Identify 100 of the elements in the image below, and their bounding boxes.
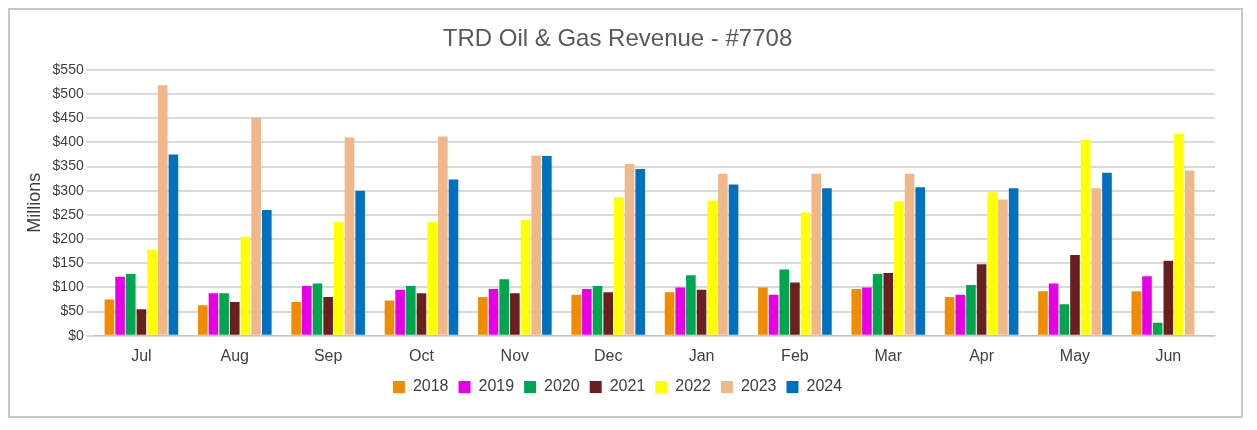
bar <box>1102 172 1112 335</box>
x-tick-label: Mar <box>874 346 903 364</box>
y-tick-label: $100 <box>52 278 84 295</box>
bar <box>416 293 427 335</box>
bar <box>147 249 157 335</box>
bar <box>1152 322 1163 335</box>
bar <box>779 269 790 335</box>
y-tick-label: $550 <box>52 60 84 77</box>
bar <box>894 201 904 335</box>
bar <box>427 222 437 335</box>
bar <box>261 210 272 335</box>
x-tick-label: May <box>1059 346 1091 364</box>
bar <box>355 190 365 335</box>
bar <box>488 288 499 335</box>
bar <box>718 173 728 335</box>
bar <box>944 297 955 335</box>
bar <box>603 292 613 335</box>
bar <box>104 299 115 335</box>
y-axis-title: Millions <box>23 172 44 233</box>
x-tick-label: Aug <box>220 346 250 364</box>
bar <box>197 305 208 335</box>
y-tick-label: $0 <box>68 326 84 343</box>
bar <box>686 275 696 335</box>
bar <box>208 293 219 335</box>
legend-label: 2019 <box>478 377 515 395</box>
bar <box>1070 255 1080 335</box>
x-tick-label: Nov <box>500 346 530 364</box>
bar <box>136 309 147 335</box>
legend-label: 2020 <box>544 377 580 395</box>
bar <box>571 294 581 335</box>
bar <box>1008 188 1019 335</box>
x-tick-label: Sep <box>313 346 343 364</box>
bar <box>312 283 323 335</box>
bar <box>976 264 987 335</box>
x-tick-label: Feb <box>781 346 809 364</box>
bar <box>1184 170 1195 335</box>
x-tick-label: Jul <box>131 346 152 364</box>
bar <box>406 285 416 335</box>
y-tick-label: $50 <box>60 302 84 319</box>
bar <box>811 173 822 335</box>
bar <box>728 184 739 335</box>
bar <box>323 297 333 335</box>
bar <box>542 155 552 335</box>
legend-label: 2018 <box>412 377 449 395</box>
bar <box>344 137 355 335</box>
bar <box>904 173 915 335</box>
bar <box>582 288 592 335</box>
bar <box>998 199 1008 335</box>
bar <box>1131 291 1142 335</box>
bar <box>251 117 261 335</box>
y-tick-label: $500 <box>52 84 84 101</box>
bar <box>851 288 862 335</box>
bar <box>664 292 675 335</box>
bar <box>592 285 603 335</box>
y-tick-label: $300 <box>52 181 84 198</box>
bar <box>168 154 179 335</box>
x-tick-label: Oct <box>409 346 435 364</box>
bar <box>291 301 301 335</box>
bar <box>157 85 168 335</box>
bar <box>125 273 136 335</box>
bar <box>675 287 686 335</box>
bar <box>395 289 405 335</box>
bar <box>1048 283 1059 335</box>
bar <box>1163 260 1174 335</box>
y-tick-label: $400 <box>52 133 84 150</box>
bar <box>1142 276 1152 335</box>
legend-label: 2022 <box>675 377 711 395</box>
y-tick-label: $150 <box>52 254 84 271</box>
bar <box>966 285 976 335</box>
bar <box>438 136 448 335</box>
y-tick-label: $200 <box>52 229 84 246</box>
bar <box>1091 188 1102 335</box>
x-tick-label: Jun <box>1155 346 1182 364</box>
bar <box>384 300 395 335</box>
bar <box>790 282 800 335</box>
bar <box>448 179 459 335</box>
x-tick-label: Dec <box>593 346 623 364</box>
bar <box>229 301 240 335</box>
bar <box>301 285 312 335</box>
x-tick-label: Apr <box>969 346 995 364</box>
bar <box>872 273 883 335</box>
bar <box>1038 291 1048 335</box>
y-tick-label: $250 <box>52 205 84 222</box>
bar <box>862 287 872 335</box>
bar <box>1174 133 1184 335</box>
bar <box>800 212 811 335</box>
bar <box>510 293 520 335</box>
bar <box>822 188 832 335</box>
bar <box>614 197 624 335</box>
bar <box>499 279 509 335</box>
bar <box>707 200 718 335</box>
bar <box>758 287 768 335</box>
bar <box>1080 139 1091 335</box>
bar <box>915 187 926 335</box>
legend-label: 2023 <box>740 377 777 395</box>
bar <box>883 272 894 335</box>
bar <box>635 168 645 335</box>
bar <box>624 164 635 335</box>
chart-title: TRD Oil & Gas Revenue - #7708 <box>442 24 793 52</box>
bar <box>531 155 541 335</box>
